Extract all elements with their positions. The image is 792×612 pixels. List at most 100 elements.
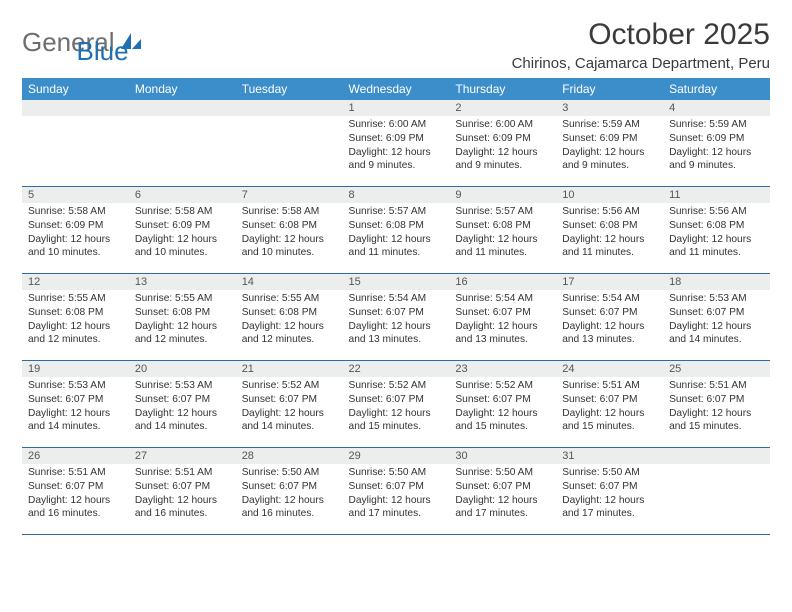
sunset-text: Sunset: 6:09 PM (349, 132, 444, 146)
calendar-cell (129, 100, 236, 187)
cell-body: Sunrise: 5:54 AMSunset: 6:07 PMDaylight:… (343, 290, 450, 349)
sunset-text: Sunset: 6:07 PM (562, 393, 657, 407)
day-number: 25 (663, 361, 770, 377)
cell-body: Sunrise: 5:56 AMSunset: 6:08 PMDaylight:… (556, 203, 663, 262)
sunset-text: Sunset: 6:09 PM (135, 219, 230, 233)
calendar-cell: 31Sunrise: 5:50 AMSunset: 6:07 PMDayligh… (556, 448, 663, 535)
calendar-cell: 13Sunrise: 5:55 AMSunset: 6:08 PMDayligh… (129, 274, 236, 361)
daylight-text: Daylight: 12 hours and 15 minutes. (455, 407, 550, 435)
calendar-cell: 9Sunrise: 5:57 AMSunset: 6:08 PMDaylight… (449, 187, 556, 274)
cell-body: Sunrise: 6:00 AMSunset: 6:09 PMDaylight:… (449, 116, 556, 175)
daylight-text: Daylight: 12 hours and 9 minutes. (455, 146, 550, 174)
sunset-text: Sunset: 6:07 PM (455, 393, 550, 407)
cell-body: Sunrise: 5:57 AMSunset: 6:08 PMDaylight:… (449, 203, 556, 262)
cell-body: Sunrise: 5:56 AMSunset: 6:08 PMDaylight:… (663, 203, 770, 262)
sunrise-text: Sunrise: 5:58 AM (28, 205, 123, 219)
calendar-cell: 4Sunrise: 5:59 AMSunset: 6:09 PMDaylight… (663, 100, 770, 187)
cell-body: Sunrise: 5:54 AMSunset: 6:07 PMDaylight:… (556, 290, 663, 349)
cell-body: Sunrise: 5:50 AMSunset: 6:07 PMDaylight:… (556, 464, 663, 523)
cell-body: Sunrise: 5:59 AMSunset: 6:09 PMDaylight:… (663, 116, 770, 175)
cell-body: Sunrise: 5:55 AMSunset: 6:08 PMDaylight:… (236, 290, 343, 349)
calendar-cell: 28Sunrise: 5:50 AMSunset: 6:07 PMDayligh… (236, 448, 343, 535)
calendar-cell: 3Sunrise: 5:59 AMSunset: 6:09 PMDaylight… (556, 100, 663, 187)
sunrise-text: Sunrise: 5:55 AM (28, 292, 123, 306)
sunset-text: Sunset: 6:07 PM (349, 393, 444, 407)
weekday-header: Friday (556, 78, 663, 100)
weekday-header: Saturday (663, 78, 770, 100)
calendar-week-row: 5Sunrise: 5:58 AMSunset: 6:09 PMDaylight… (22, 187, 770, 274)
sunset-text: Sunset: 6:08 PM (242, 219, 337, 233)
calendar-cell: 7Sunrise: 5:58 AMSunset: 6:08 PMDaylight… (236, 187, 343, 274)
sunset-text: Sunset: 6:07 PM (349, 306, 444, 320)
sunset-text: Sunset: 6:09 PM (562, 132, 657, 146)
day-number: 20 (129, 361, 236, 377)
day-number: 26 (22, 448, 129, 464)
day-number: 18 (663, 274, 770, 290)
sunset-text: Sunset: 6:07 PM (135, 480, 230, 494)
weekday-header: Thursday (449, 78, 556, 100)
cell-body: Sunrise: 5:53 AMSunset: 6:07 PMDaylight:… (663, 290, 770, 349)
daylight-text: Daylight: 12 hours and 12 minutes. (242, 320, 337, 348)
day-number: 15 (343, 274, 450, 290)
daylight-text: Daylight: 12 hours and 11 minutes. (349, 233, 444, 261)
cell-body: Sunrise: 5:58 AMSunset: 6:08 PMDaylight:… (236, 203, 343, 262)
day-number: 21 (236, 361, 343, 377)
weekday-header: Tuesday (236, 78, 343, 100)
daylight-text: Daylight: 12 hours and 13 minutes. (349, 320, 444, 348)
calendar-cell: 26Sunrise: 5:51 AMSunset: 6:07 PMDayligh… (22, 448, 129, 535)
calendar-cell: 29Sunrise: 5:50 AMSunset: 6:07 PMDayligh… (343, 448, 450, 535)
cell-body: Sunrise: 5:52 AMSunset: 6:07 PMDaylight:… (343, 377, 450, 436)
cell-body: Sunrise: 5:58 AMSunset: 6:09 PMDaylight:… (22, 203, 129, 262)
sunrise-text: Sunrise: 5:59 AM (669, 118, 764, 132)
brand-logo: General Blue (22, 18, 129, 67)
cell-body: Sunrise: 5:55 AMSunset: 6:08 PMDaylight:… (22, 290, 129, 349)
daylight-text: Daylight: 12 hours and 14 minutes. (28, 407, 123, 435)
sunrise-text: Sunrise: 5:59 AM (562, 118, 657, 132)
calendar-cell: 19Sunrise: 5:53 AMSunset: 6:07 PMDayligh… (22, 361, 129, 448)
calendar-week-row: 12Sunrise: 5:55 AMSunset: 6:08 PMDayligh… (22, 274, 770, 361)
sunrise-text: Sunrise: 5:54 AM (349, 292, 444, 306)
daylight-text: Daylight: 12 hours and 9 minutes. (562, 146, 657, 174)
calendar-cell (236, 100, 343, 187)
calendar-week-row: 1Sunrise: 6:00 AMSunset: 6:09 PMDaylight… (22, 100, 770, 187)
daylight-text: Daylight: 12 hours and 17 minutes. (455, 494, 550, 522)
weekday-header: Wednesday (343, 78, 450, 100)
daylight-text: Daylight: 12 hours and 14 minutes. (242, 407, 337, 435)
sunset-text: Sunset: 6:07 PM (669, 306, 764, 320)
daylight-text: Daylight: 12 hours and 9 minutes. (669, 146, 764, 174)
sunrise-text: Sunrise: 5:54 AM (455, 292, 550, 306)
cell-body: Sunrise: 5:52 AMSunset: 6:07 PMDaylight:… (236, 377, 343, 436)
sunrise-text: Sunrise: 5:57 AM (349, 205, 444, 219)
day-number: 30 (449, 448, 556, 464)
day-number: 8 (343, 187, 450, 203)
daylight-text: Daylight: 12 hours and 13 minutes. (562, 320, 657, 348)
calendar-cell: 15Sunrise: 5:54 AMSunset: 6:07 PMDayligh… (343, 274, 450, 361)
calendar-cell: 27Sunrise: 5:51 AMSunset: 6:07 PMDayligh… (129, 448, 236, 535)
title-block: October 2025 Chirinos, Cajamarca Departm… (512, 18, 770, 72)
daylight-text: Daylight: 12 hours and 17 minutes. (562, 494, 657, 522)
month-title: October 2025 (512, 18, 770, 51)
sunrise-text: Sunrise: 5:55 AM (242, 292, 337, 306)
sunset-text: Sunset: 6:07 PM (242, 480, 337, 494)
cell-body (129, 116, 236, 120)
calendar-cell: 5Sunrise: 5:58 AMSunset: 6:09 PMDaylight… (22, 187, 129, 274)
calendar-cell: 18Sunrise: 5:53 AMSunset: 6:07 PMDayligh… (663, 274, 770, 361)
day-number: 19 (22, 361, 129, 377)
sunrise-text: Sunrise: 6:00 AM (455, 118, 550, 132)
cell-body: Sunrise: 5:54 AMSunset: 6:07 PMDaylight:… (449, 290, 556, 349)
sunrise-text: Sunrise: 5:58 AM (135, 205, 230, 219)
cell-body: Sunrise: 5:50 AMSunset: 6:07 PMDaylight:… (343, 464, 450, 523)
sunset-text: Sunset: 6:08 PM (28, 306, 123, 320)
day-number: 14 (236, 274, 343, 290)
daylight-text: Daylight: 12 hours and 10 minutes. (28, 233, 123, 261)
sunrise-text: Sunrise: 5:53 AM (135, 379, 230, 393)
sunrise-text: Sunrise: 5:53 AM (669, 292, 764, 306)
daylight-text: Daylight: 12 hours and 17 minutes. (349, 494, 444, 522)
calendar-cell: 20Sunrise: 5:53 AMSunset: 6:07 PMDayligh… (129, 361, 236, 448)
sunrise-text: Sunrise: 6:00 AM (349, 118, 444, 132)
cell-body: Sunrise: 5:51 AMSunset: 6:07 PMDaylight:… (556, 377, 663, 436)
sunset-text: Sunset: 6:08 PM (455, 219, 550, 233)
calendar-cell: 12Sunrise: 5:55 AMSunset: 6:08 PMDayligh… (22, 274, 129, 361)
cell-body: Sunrise: 5:50 AMSunset: 6:07 PMDaylight:… (449, 464, 556, 523)
sunrise-text: Sunrise: 5:54 AM (562, 292, 657, 306)
